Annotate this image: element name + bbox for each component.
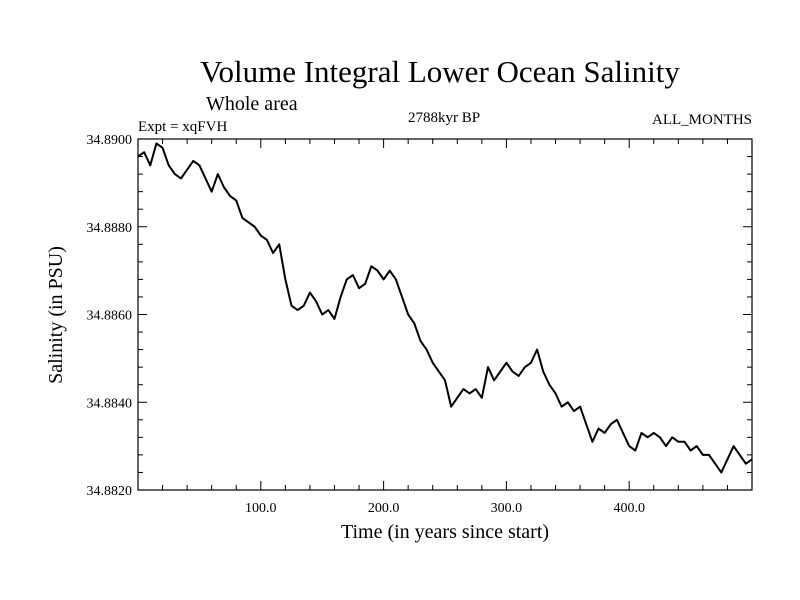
chart-subtitle: Whole area bbox=[206, 93, 298, 115]
x-axis-label: Time (in years since start) bbox=[341, 521, 549, 543]
y-tick-label: 34.8880 bbox=[87, 221, 133, 236]
y-tick-label: 34.8860 bbox=[87, 309, 133, 324]
y-axis-label: Salinity (in PSU) bbox=[45, 246, 67, 384]
axis-ticks bbox=[138, 139, 752, 490]
salinity-series-line bbox=[137, 142, 753, 474]
axis-tick-labels: 100.0 200.0 300.0 400.0 34.8820 34.8840 34.886… bbox=[87, 133, 645, 516]
x-tick-label: 300.0 bbox=[491, 501, 523, 516]
chart-title: Volume Integral Lower Ocean Salinity bbox=[200, 54, 680, 89]
x-tick-label: 200.0 bbox=[368, 501, 400, 516]
y-tick-label: 34.8820 bbox=[87, 484, 133, 499]
months-label: ALL_MONTHS bbox=[652, 112, 752, 128]
x-tick-label: 100.0 bbox=[245, 501, 277, 516]
y-tick-label: 34.8900 bbox=[87, 133, 133, 148]
y-tick-label: 34.8840 bbox=[87, 396, 133, 411]
x-tick-label: 400.0 bbox=[613, 501, 645, 516]
experiment-label: Expt = xqFVH bbox=[138, 119, 227, 135]
period-label: 2788kyr BP bbox=[408, 110, 480, 126]
